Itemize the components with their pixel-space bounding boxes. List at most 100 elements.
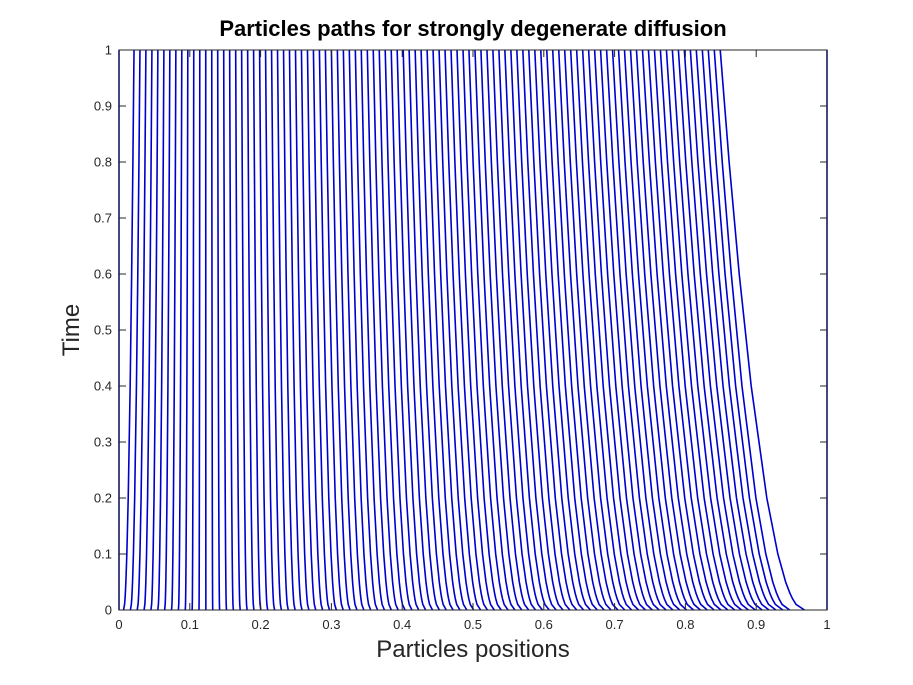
particle-path-43 xyxy=(378,49,406,611)
particle-path-42 xyxy=(372,49,399,611)
x-tick-label: 1 xyxy=(823,617,830,632)
particle-path-73 xyxy=(557,49,612,611)
particle-path-65 xyxy=(510,49,557,611)
particle-path-28 xyxy=(288,49,303,611)
particle-path-19 xyxy=(234,49,242,611)
particle-path-13 xyxy=(198,49,201,611)
particle-path-91 xyxy=(665,49,736,611)
particle-path-74 xyxy=(563,49,619,611)
particle-path-58 xyxy=(468,49,509,611)
x-tick-label: 0 xyxy=(115,617,122,632)
particle-path-68 xyxy=(527,49,578,611)
y-tick-label: 0.1 xyxy=(94,547,112,562)
x-tick-label: 0.2 xyxy=(252,617,270,632)
particle-path-98 xyxy=(707,49,784,611)
x-tick-label: 0.6 xyxy=(535,617,553,632)
particle-path-18 xyxy=(228,49,235,611)
particle-path-88 xyxy=(647,49,715,611)
particle-path-48 xyxy=(408,49,441,611)
particle-path-44 xyxy=(384,49,413,611)
particle-path-87 xyxy=(641,49,708,611)
particle-path-53 xyxy=(438,49,475,611)
particle-path-37 xyxy=(342,49,365,611)
y-tick-label: 0.6 xyxy=(94,267,112,282)
x-tick-label: 0.1 xyxy=(181,617,199,632)
particle-path-56 xyxy=(456,49,495,611)
particle-path-31 xyxy=(306,49,324,611)
particle-path-81 xyxy=(605,49,667,611)
particle-path-15 xyxy=(210,49,214,611)
y-tick-label: 0.4 xyxy=(94,379,112,394)
particle-path-55 xyxy=(450,49,489,611)
particle-path-82 xyxy=(611,49,674,611)
particle-path-40 xyxy=(360,49,386,611)
particle-path-69 xyxy=(534,49,585,611)
particle-path-85 xyxy=(629,49,695,611)
particle-path-30 xyxy=(300,49,317,611)
y-tick-label: 0 xyxy=(105,603,112,618)
particle-path-10 xyxy=(177,49,183,611)
particle-path-62 xyxy=(492,49,537,611)
particle-path-11 xyxy=(184,49,189,611)
particle-paths xyxy=(118,49,828,611)
y-tick-label: 0.5 xyxy=(94,323,112,338)
x-tick-label: 0.3 xyxy=(322,617,340,632)
particle-path-27 xyxy=(282,49,296,611)
particle-path-79 xyxy=(593,49,653,611)
particle-path-25 xyxy=(270,49,283,611)
particle-path-22 xyxy=(252,49,262,611)
particle-path-20 xyxy=(240,49,248,611)
particle-path-36 xyxy=(336,49,358,611)
y-tick-label: 0.8 xyxy=(94,155,112,170)
x-tick-label: 0.7 xyxy=(606,617,624,632)
x-tick-label: 0.9 xyxy=(747,617,765,632)
particle-path-24 xyxy=(264,49,276,611)
particle-path-71 xyxy=(545,49,598,611)
particle-path-51 xyxy=(426,49,461,611)
particle-path-78 xyxy=(587,49,646,611)
x-tick-label: 0.8 xyxy=(676,617,694,632)
x-axis-label: Particles positions xyxy=(376,636,569,663)
particle-path-96 xyxy=(695,49,770,611)
particle-path-49 xyxy=(414,49,447,611)
particle-path-32 xyxy=(312,49,331,611)
particle-path-89 xyxy=(653,49,722,611)
particle-path-47 xyxy=(402,49,434,611)
particle-path-99 xyxy=(713,49,791,611)
particle-path-39 xyxy=(354,49,379,611)
particle-path-35 xyxy=(330,49,351,611)
particle-path-7 xyxy=(157,49,165,611)
particle-path-72 xyxy=(551,49,605,611)
particle-path-26 xyxy=(276,49,290,611)
particle-path-6 xyxy=(150,49,159,611)
particle-path-66 xyxy=(516,49,564,611)
particle-path-64 xyxy=(504,49,550,611)
particle-path-54 xyxy=(444,49,482,611)
particle-path-50 xyxy=(420,49,454,611)
y-tick-label: 0.3 xyxy=(94,435,112,450)
particle-path-33 xyxy=(318,49,338,611)
particle-path-16 xyxy=(216,49,221,611)
particle-path-46 xyxy=(396,49,427,611)
particle-path-59 xyxy=(474,49,516,611)
particle-path-29 xyxy=(294,49,310,611)
particle-path-93 xyxy=(677,49,749,611)
particle-path-38 xyxy=(348,49,372,611)
particle-path-67 xyxy=(522,49,571,611)
particle-path-61 xyxy=(486,49,530,611)
particle-path-100 xyxy=(719,49,805,611)
particle-path-94 xyxy=(683,49,756,611)
particle-path-9 xyxy=(170,49,177,611)
x-tick-label: 0.4 xyxy=(393,617,411,632)
particle-path-5 xyxy=(143,49,153,611)
particle-path-4 xyxy=(136,49,147,611)
particle-path-2 xyxy=(122,49,135,611)
particle-path-52 xyxy=(432,49,468,611)
particle-path-75 xyxy=(569,49,626,611)
particle-path-77 xyxy=(581,49,640,611)
particle-path-70 xyxy=(539,49,592,611)
particle-path-60 xyxy=(480,49,523,611)
particle-path-12 xyxy=(191,49,195,611)
particle-path-90 xyxy=(659,49,729,611)
